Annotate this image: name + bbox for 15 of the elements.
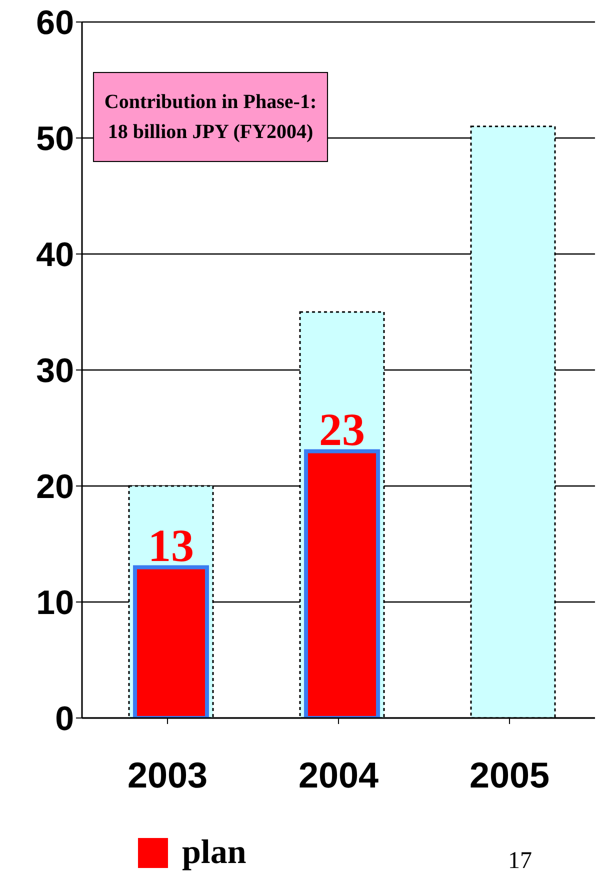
x-tick-label: 2004 bbox=[298, 754, 379, 796]
y-tick-label: 20 bbox=[36, 468, 74, 506]
text: 17 bbox=[508, 848, 532, 875]
y-tick-label: 0 bbox=[55, 700, 74, 738]
data-label: 23 bbox=[319, 404, 365, 456]
note-box: Contribution in Phase-1: 18 billion JPY (FY2004) bbox=[93, 72, 328, 162]
y-tick-label: 40 bbox=[36, 236, 74, 274]
legend-label: plan bbox=[182, 834, 246, 872]
y-tick-label: 10 bbox=[36, 584, 74, 622]
x-tick-label: 2003 bbox=[127, 754, 208, 796]
data-label: 13 bbox=[148, 520, 194, 572]
y-tick-label: 30 bbox=[36, 352, 74, 390]
x-tick-label: 2005 bbox=[469, 754, 550, 796]
y-tick-label: 60 bbox=[36, 4, 74, 42]
y-tick-label: 50 bbox=[36, 120, 74, 158]
